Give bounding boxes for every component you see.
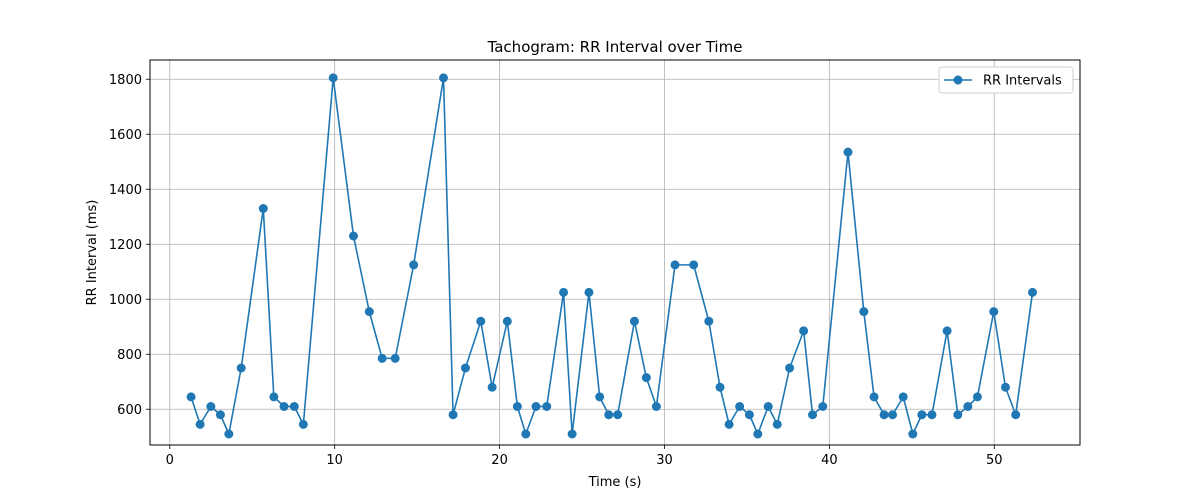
tick-layer: 0 10 20 30 40 50 600 800 1000 1200 1400 1600 1800 bbox=[109, 73, 1003, 468]
data-point bbox=[651, 402, 661, 411]
data-point bbox=[298, 419, 308, 429]
data-point bbox=[927, 410, 937, 420]
y-tick-label: 600 bbox=[117, 403, 142, 418]
data-point bbox=[390, 353, 400, 363]
data-point bbox=[206, 402, 216, 411]
data-point bbox=[942, 326, 952, 336]
data-point bbox=[772, 419, 782, 429]
data-point bbox=[843, 147, 853, 157]
x-tick-label: 0 bbox=[166, 453, 174, 468]
data-point bbox=[818, 402, 828, 411]
data-point bbox=[689, 260, 699, 270]
data-point bbox=[641, 373, 651, 383]
data-point bbox=[476, 316, 486, 326]
legend-marker-swatch bbox=[953, 75, 963, 85]
data-point bbox=[448, 410, 458, 420]
data-point bbox=[763, 402, 773, 411]
x-tick-label: 40 bbox=[821, 453, 838, 468]
data-point bbox=[953, 410, 963, 420]
data-point bbox=[595, 392, 605, 402]
legend-box bbox=[938, 66, 1074, 94]
data-point bbox=[917, 410, 927, 420]
y-tick-label: 1200 bbox=[109, 238, 142, 253]
data-point bbox=[869, 392, 879, 402]
data-point bbox=[364, 307, 374, 317]
data-point bbox=[348, 231, 358, 241]
data-point bbox=[269, 392, 279, 402]
data-point bbox=[460, 363, 470, 373]
data-point bbox=[785, 363, 795, 373]
data-point bbox=[1028, 287, 1038, 297]
plot-frame bbox=[149, 59, 1081, 446]
data-point bbox=[409, 260, 419, 270]
data-point bbox=[735, 402, 745, 411]
data-point bbox=[670, 260, 680, 270]
y-tick-label: 800 bbox=[117, 348, 142, 363]
data-point bbox=[215, 410, 225, 420]
data-point bbox=[289, 402, 299, 411]
data-point bbox=[715, 382, 725, 392]
data-point bbox=[972, 392, 982, 402]
data-point bbox=[604, 410, 614, 420]
data-point bbox=[531, 402, 541, 411]
data-point bbox=[613, 410, 623, 420]
x-tick-label: 20 bbox=[491, 453, 508, 468]
legend-label: RR Intervals bbox=[983, 74, 1062, 89]
data-point bbox=[963, 402, 973, 411]
data-point bbox=[258, 204, 268, 213]
x-tick-label: 10 bbox=[326, 453, 343, 468]
data-point bbox=[744, 410, 754, 420]
data-point bbox=[898, 392, 908, 402]
data-point bbox=[808, 410, 818, 420]
data-point bbox=[521, 429, 531, 439]
data-point bbox=[559, 287, 569, 297]
y-tick-label: 1600 bbox=[109, 128, 142, 143]
y-tick-label: 1400 bbox=[109, 183, 142, 198]
data-point bbox=[224, 429, 234, 439]
data-point bbox=[512, 402, 522, 411]
data-point bbox=[704, 316, 714, 326]
data-point bbox=[724, 419, 734, 429]
y-axis-label: RR Interval (ms) bbox=[85, 200, 100, 306]
data-point bbox=[186, 392, 196, 402]
data-point bbox=[799, 326, 809, 336]
data-point bbox=[487, 382, 497, 392]
x-tick-label: 50 bbox=[986, 453, 1003, 468]
data-point bbox=[236, 363, 246, 373]
y-tick-label: 1800 bbox=[109, 73, 142, 88]
data-point bbox=[908, 429, 918, 439]
data-point bbox=[279, 402, 289, 411]
data-point bbox=[439, 73, 449, 83]
data-point bbox=[1000, 382, 1010, 392]
chart-title: Tachogram: RR Interval over Time bbox=[487, 38, 743, 56]
data-point bbox=[542, 402, 552, 411]
data-point bbox=[859, 307, 869, 317]
data-point bbox=[328, 73, 338, 83]
y-tick-label: 1000 bbox=[109, 293, 142, 308]
data-point bbox=[195, 419, 205, 429]
data-point bbox=[584, 287, 594, 297]
data-point bbox=[989, 307, 999, 317]
x-axis-label: Time (s) bbox=[588, 475, 642, 490]
data-point bbox=[1011, 410, 1021, 420]
data-point bbox=[629, 316, 639, 326]
grid-layer bbox=[150, 60, 1080, 445]
data-point bbox=[753, 429, 763, 439]
x-tick-label: 30 bbox=[656, 453, 673, 468]
data-point bbox=[879, 410, 889, 420]
series-layer bbox=[186, 73, 1038, 439]
data-point bbox=[377, 353, 387, 363]
legend: RR Intervals bbox=[938, 66, 1074, 94]
data-point bbox=[567, 429, 577, 439]
data-point bbox=[888, 410, 898, 420]
data-point bbox=[502, 316, 512, 326]
